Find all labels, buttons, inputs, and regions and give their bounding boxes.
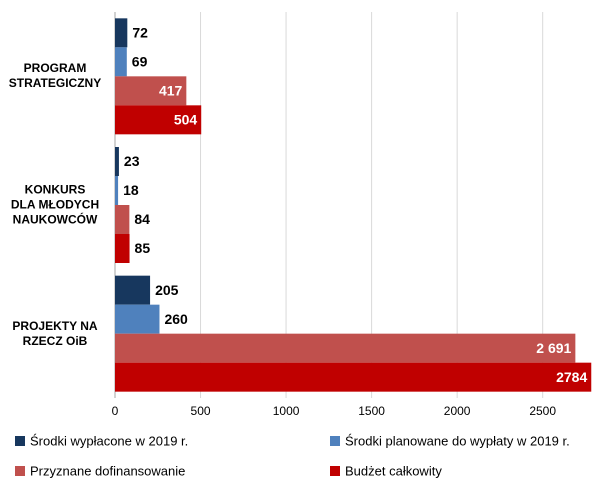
value-label: 417 (159, 83, 183, 99)
legend-swatch (330, 436, 340, 446)
bar (115, 362, 592, 392)
value-label: 18 (123, 182, 139, 198)
bar (115, 234, 130, 263)
legend-label: Budżet całkowity (345, 463, 442, 478)
bar (115, 205, 130, 234)
legend-swatch (15, 466, 25, 476)
value-label: 69 (132, 54, 148, 70)
x-tick-label: 2000 (444, 404, 471, 418)
value-label: 2 691 (536, 340, 571, 356)
bar (115, 304, 160, 334)
legend-swatch (330, 466, 340, 476)
x-tick-label: 1000 (273, 404, 300, 418)
bar (115, 333, 576, 363)
legend-swatch (15, 436, 25, 446)
x-tick-label: 1500 (358, 404, 385, 418)
value-label: 2784 (556, 369, 587, 385)
bar (115, 275, 151, 305)
value-label: 504 (174, 112, 198, 128)
y-tick-label: PROJEKTY NA RZECZ OiB (12, 318, 98, 348)
y-tick-label: KONKURS DLA MŁODYCH NAUKOWCÓW (10, 182, 100, 227)
bar (115, 147, 119, 176)
bar (115, 176, 119, 205)
x-tick-label: 0 (112, 404, 119, 418)
value-label: 205 (155, 282, 179, 298)
bar (115, 47, 127, 77)
x-tick-label: 500 (191, 404, 211, 418)
value-label: 85 (135, 240, 151, 256)
legend-label: Przyznane dofinansowanie (30, 463, 185, 478)
legend-label: Środki planowane do wypłaty w 2019 r. (345, 433, 570, 448)
value-label: 84 (134, 211, 150, 227)
bar (115, 105, 202, 135)
x-tick-label: 2500 (529, 404, 556, 418)
bar (115, 18, 128, 48)
value-label: 72 (132, 25, 148, 41)
value-label: 23 (124, 153, 140, 169)
legend-label: Środki wypłacone w 2019 r. (30, 433, 188, 448)
y-tick-label: PROGRAM STRATEGICZNY (8, 61, 102, 91)
bar (115, 76, 187, 106)
value-label: 260 (164, 311, 188, 327)
